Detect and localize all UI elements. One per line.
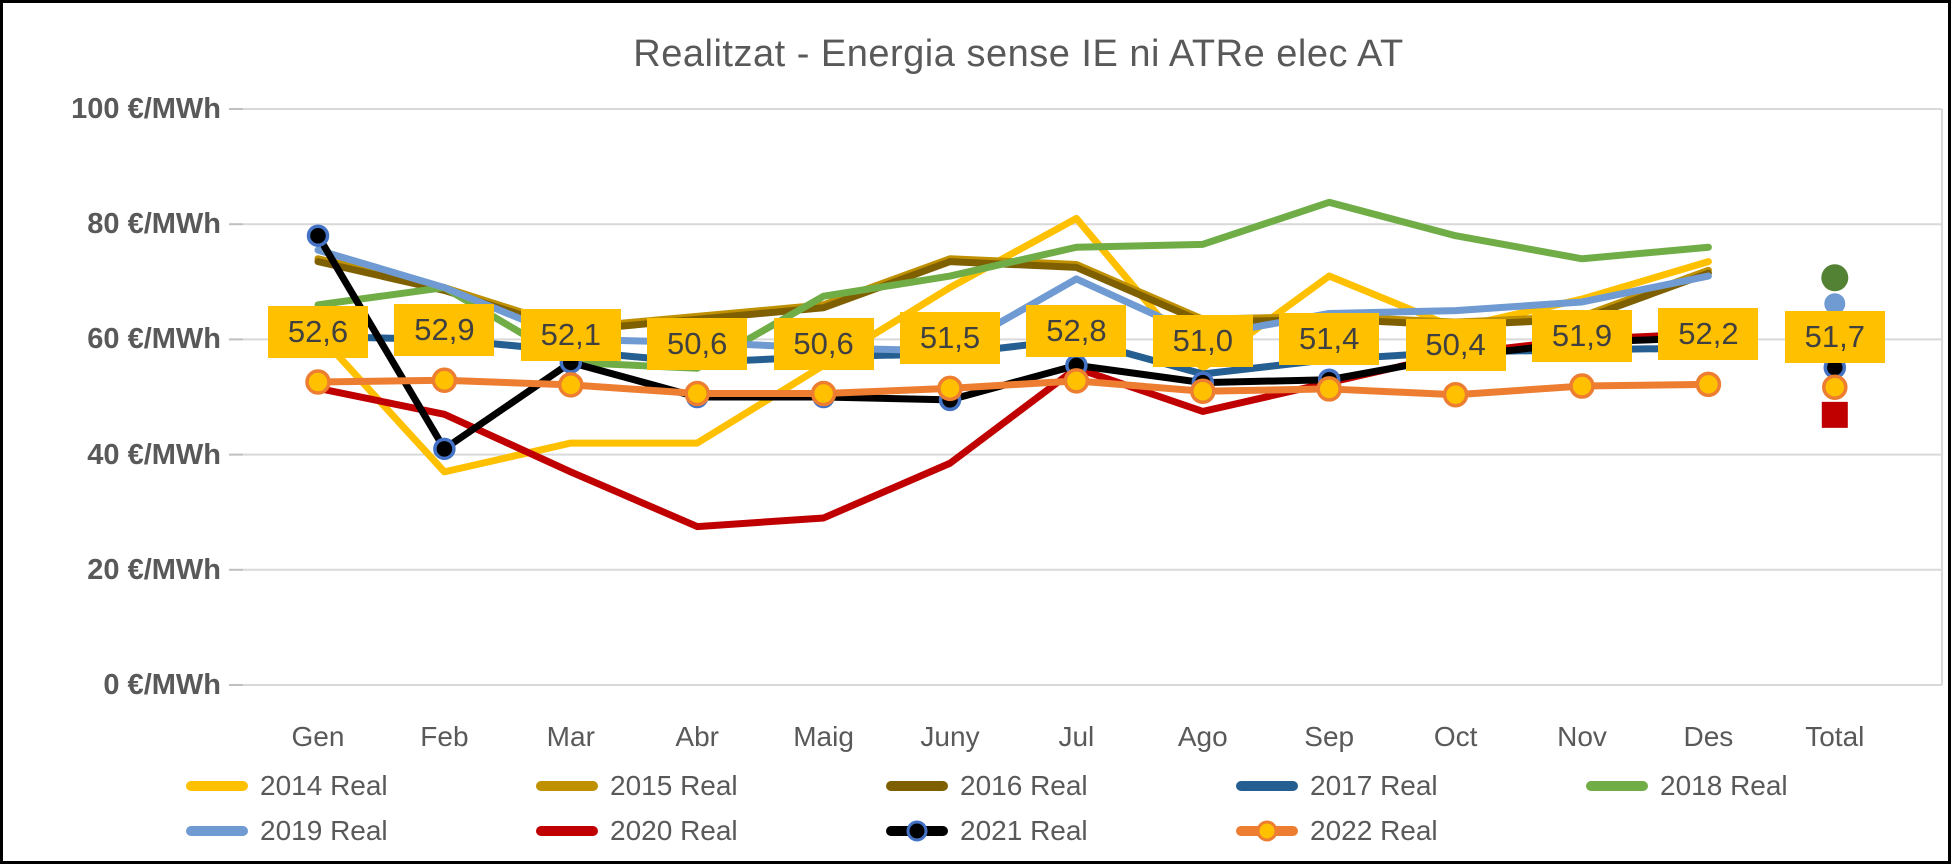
data-label-juny: 51,5 (900, 312, 1000, 365)
series-marker-2022-real (1190, 378, 1216, 404)
legend-swatch-icon (186, 826, 248, 836)
legend-item-2018-real: 2018 Real (1586, 768, 1788, 804)
x-axis-label-feb: Feb (420, 721, 469, 752)
y-axis-label-0: 0 €/MWh (103, 669, 221, 701)
x-axis-label-nov: Nov (1557, 721, 1607, 752)
series-marker-2022-real (558, 372, 584, 398)
legend-label: 2021 Real (960, 815, 1088, 846)
y-axis-label-40: 40 €/MWh (87, 438, 221, 471)
series-marker-2022-real (431, 367, 458, 394)
legend-label: 2018 Real (1660, 770, 1788, 801)
series-marker-2021-real (433, 437, 456, 461)
series-marker-2022-real (1569, 373, 1595, 399)
legend-item-2019-real: 2019 Real (186, 813, 388, 849)
series-marker-2022-real (1063, 368, 1090, 394)
x-axis-label-maig: Maig (793, 721, 854, 752)
legend-item-2016-real: 2016 Real (886, 768, 1088, 804)
data-label-mar: 52,1 (520, 308, 621, 361)
series-marker-2022-real (684, 380, 710, 407)
data-label-sep: 51,4 (1279, 312, 1380, 365)
legend-swatch-icon (1236, 820, 1298, 842)
legend-swatch-icon (1236, 781, 1298, 791)
legend-item-2020-real: 2020 Real (536, 813, 738, 849)
data-label-jul: 52,8 (1026, 304, 1127, 357)
legend-label: 2022 Real (1310, 815, 1438, 846)
legend-swatch-icon (536, 826, 598, 836)
data-label-des: 52,2 (1658, 308, 1759, 361)
total-marker-2020-real (1821, 401, 1848, 428)
legend-label: 2015 Real (610, 770, 738, 801)
legend-item-2017-real: 2017 Real (1236, 768, 1438, 804)
legend-swatch-icon (886, 820, 948, 842)
series-line-2022-real (314, 376, 1712, 399)
data-label-nov: 51,9 (1532, 310, 1632, 363)
data-label-maig: 50,6 (773, 317, 874, 370)
x-axis-label-ago: Ago (1177, 721, 1228, 752)
x-axis-label-abr: Abr (675, 721, 719, 752)
legend-item-2015-real: 2015 Real (536, 768, 738, 804)
x-axis-label-total: Total (1805, 721, 1865, 752)
legend-label: 2016 Real (960, 770, 1088, 801)
x-axis-label-gen: Gen (291, 721, 345, 752)
legend-item-2022-real: 2022 Real (1236, 813, 1438, 849)
legend-label: 2017 Real (1310, 770, 1438, 801)
legend-marker-icon (906, 820, 928, 842)
series-marker-2022-real (937, 375, 963, 402)
series-marker-2022-real (1316, 376, 1342, 402)
series-marker-2022-real (810, 380, 837, 407)
series-marker-2021-real (306, 224, 330, 247)
series-marker-2022-real (305, 369, 331, 395)
total-marker-2022-real (1822, 374, 1848, 400)
data-label-gen: 52,6 (268, 306, 368, 359)
y-axis-label-100: 100 €/MWh (71, 93, 221, 125)
legend-item-2014-real: 2014 Real (186, 768, 388, 804)
y-axis-label-20: 20 €/MWh (87, 553, 221, 586)
legend-swatch-icon (1586, 781, 1648, 791)
series-marker-2022-real (1695, 371, 1722, 398)
x-axis-label-juny: Juny (920, 721, 980, 752)
series-marker-2022-real (1442, 381, 1469, 408)
x-axis-label-jul: Jul (1058, 721, 1095, 752)
legend-label: 2014 Real (260, 770, 388, 801)
legend-label: 2019 Real (260, 815, 388, 846)
chart-title: Realitzat - Energia sense IE ni ATRe ele… (633, 33, 1404, 75)
legend-label: 2020 Real (610, 815, 738, 846)
x-axis-label-mar: Mar (546, 721, 595, 752)
data-label-oct: 50,4 (1405, 318, 1506, 371)
legend-marker-icon (1256, 820, 1278, 842)
total-marker-2019-real (1824, 293, 1846, 315)
total-marker-2018-real (1821, 264, 1849, 292)
data-label-ago: 51,0 (1152, 315, 1253, 368)
data-label-abr: 50,6 (647, 317, 748, 370)
x-axis-label-des: Des (1683, 721, 1734, 752)
y-axis-label-80: 80 €/MWh (87, 208, 221, 241)
legend-swatch-icon (536, 781, 598, 791)
x-axis-label-oct: Oct (1433, 721, 1478, 752)
legend-item-2021-real: 2021 Real (886, 813, 1088, 849)
legend-swatch-icon (186, 781, 248, 791)
data-label-total: 51,7 (1784, 311, 1885, 364)
y-axis-label-60: 60 €/MWh (87, 323, 221, 356)
legend-swatch-icon (886, 781, 948, 791)
x-axis-label-sep: Sep (1304, 721, 1355, 752)
data-label-feb: 52,9 (394, 304, 495, 357)
